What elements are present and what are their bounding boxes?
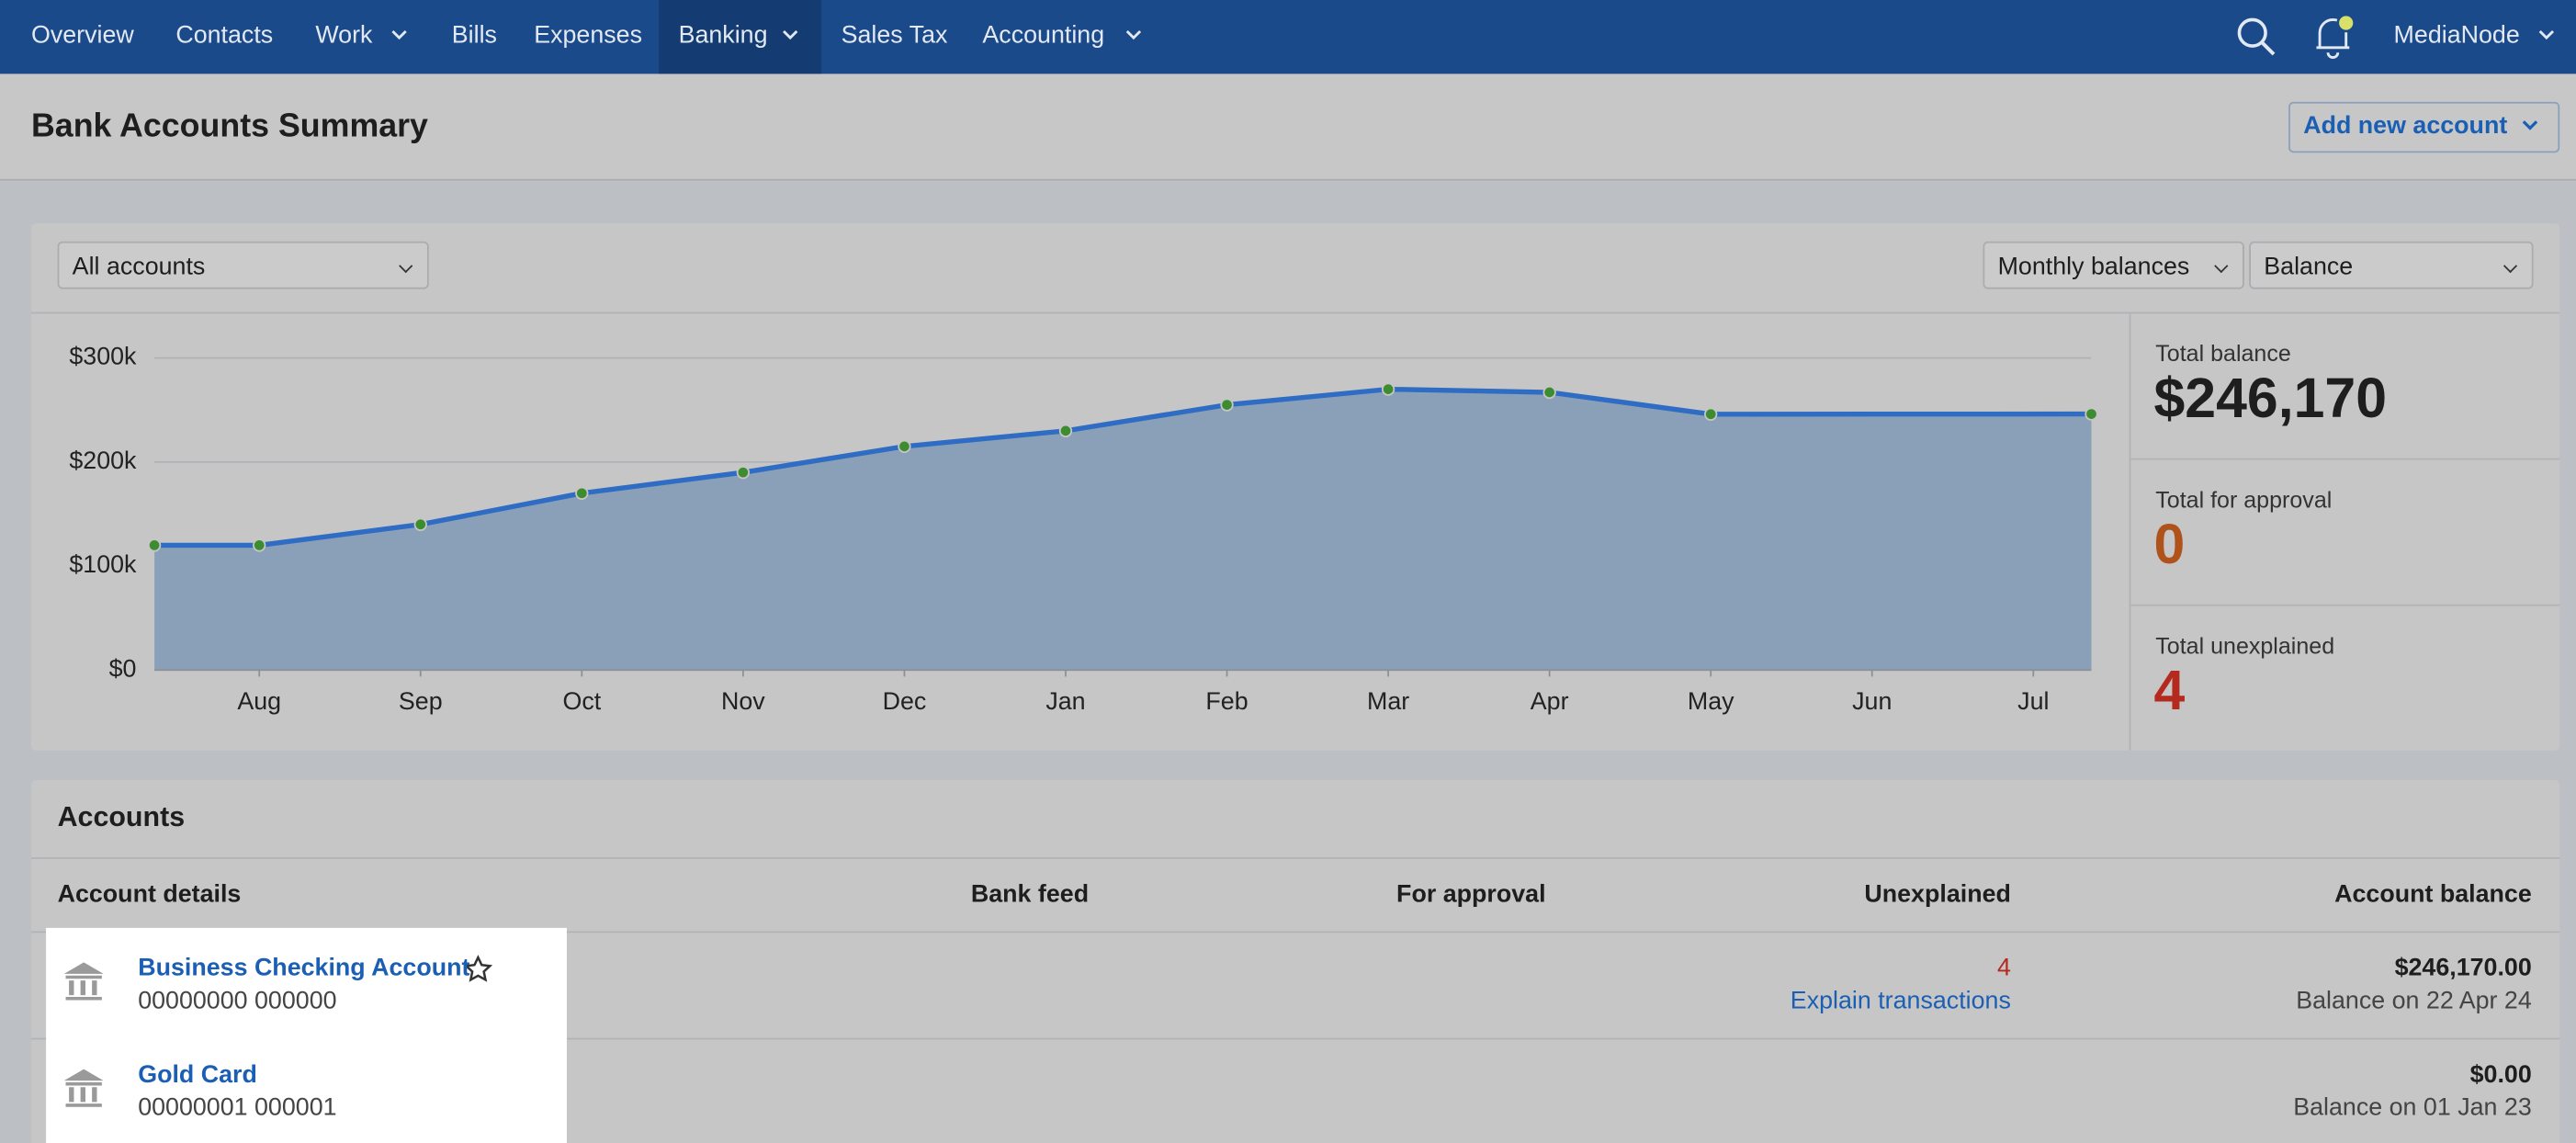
account-name[interactable]: Gold Card (138, 1060, 257, 1090)
point (1220, 398, 1234, 412)
stat-label: Total for approval (2155, 486, 2333, 513)
stat-label: Total unexplained (2155, 632, 2335, 659)
button-chevron (2522, 120, 2538, 130)
divider (2129, 313, 2131, 751)
point (253, 538, 266, 552)
point (1542, 385, 1556, 400)
bell-icon[interactable] (2316, 18, 2350, 59)
account-number: 00000000 000000 (138, 987, 337, 1015)
page-header (0, 74, 2576, 181)
y-tick-label: $200k (69, 447, 137, 474)
nav-item[interactable]: Expenses (534, 21, 643, 50)
unexplained-count: 4 (1996, 954, 2011, 982)
card-title: Accounts (57, 801, 186, 833)
y-tick-label: $300k (69, 343, 137, 370)
x-tick-label: Aug (237, 687, 281, 715)
column-header: Account details (57, 880, 242, 909)
point (147, 538, 162, 552)
divider (2130, 604, 2560, 606)
point (2085, 407, 2098, 421)
point (898, 439, 911, 454)
x-tick-label: Nov (721, 687, 765, 715)
line (154, 386, 2092, 549)
stat-label: Total balance (2155, 339, 2291, 367)
point (736, 466, 751, 480)
nav-item[interactable]: Contacts (175, 21, 274, 50)
nav-item[interactable]: Sales Tax (841, 21, 948, 50)
column-header: Account balance (2334, 880, 2532, 909)
nav-bar (0, 0, 2576, 74)
column-header: Unexplained (1864, 880, 2011, 909)
stat-value: $246,170 (2153, 368, 2388, 431)
x-tick-label: Feb (1205, 687, 1248, 715)
nav-active (659, 0, 822, 74)
balance-date: Balance on 22 Apr 24 (2296, 987, 2532, 1015)
column-header: Bank feed (970, 880, 1090, 909)
balance-date: Balance on 01 Jan 23 (2293, 1093, 2532, 1122)
x-tick-label: May (1688, 687, 1734, 715)
account-balance: $246,170.00 (2394, 954, 2532, 982)
favorite-star[interactable] (463, 955, 493, 982)
nav-item[interactable]: Banking (678, 21, 768, 50)
bank-icon (63, 962, 104, 1001)
point (1704, 407, 1718, 421)
user-menu[interactable]: MediaNode (2393, 21, 2520, 50)
nav-item[interactable]: Work (315, 21, 373, 50)
period-select[interactable]: Monthly balances (1983, 241, 2244, 289)
explain-link[interactable]: Explain transactions (1790, 987, 2011, 1015)
point (1381, 382, 1395, 396)
y-tick-label: $100k (69, 550, 137, 578)
divider (30, 857, 2560, 859)
measure-select[interactable]: Balance (2249, 241, 2534, 289)
stat-value: 4 (2153, 660, 2186, 723)
bank-icon (63, 1069, 104, 1107)
stat-value: 0 (2153, 514, 2186, 577)
y-tick-label: $0 (109, 654, 137, 682)
add-account-button[interactable] (2288, 101, 2560, 153)
page-title: Bank Accounts Summary (30, 108, 428, 145)
divider (30, 311, 2560, 314)
column-header: For approval (1396, 880, 1546, 909)
button-label[interactable]: Add new account (2303, 111, 2508, 140)
nav-item[interactable]: Accounting (982, 21, 1105, 50)
x-tick-label: Jan (1045, 687, 1085, 715)
x-tick-label: Sep (399, 687, 443, 715)
divider (30, 931, 2560, 934)
x-tick-label: Oct (562, 687, 601, 715)
nav-icons (391, 13, 2555, 59)
notification-dot (2336, 13, 2356, 33)
divider (30, 1037, 2560, 1040)
account-name[interactable]: Business Checking Account (138, 954, 470, 982)
account-select[interactable]: All accounts (57, 241, 429, 289)
x-tick-label: Mar (1367, 687, 1409, 715)
divider (2130, 458, 2560, 460)
x-tick-label: Jul (2017, 687, 2049, 715)
nav-item[interactable]: Overview (30, 21, 134, 50)
nav-item[interactable]: Bills (451, 21, 497, 50)
row-icons (63, 955, 493, 1107)
point (575, 486, 589, 500)
point (413, 517, 427, 531)
search-icon[interactable] (2237, 17, 2267, 48)
x-tick-label: Jun (1852, 687, 1892, 715)
area (154, 389, 2092, 671)
point (1058, 424, 1073, 438)
x-tick-label: Apr (1531, 687, 1569, 715)
x-tick-label: Dec (883, 687, 927, 715)
chevrons (391, 29, 2555, 40)
account-balance: $0.00 (2469, 1060, 2532, 1090)
account-number: 00000001 000001 (138, 1093, 337, 1122)
